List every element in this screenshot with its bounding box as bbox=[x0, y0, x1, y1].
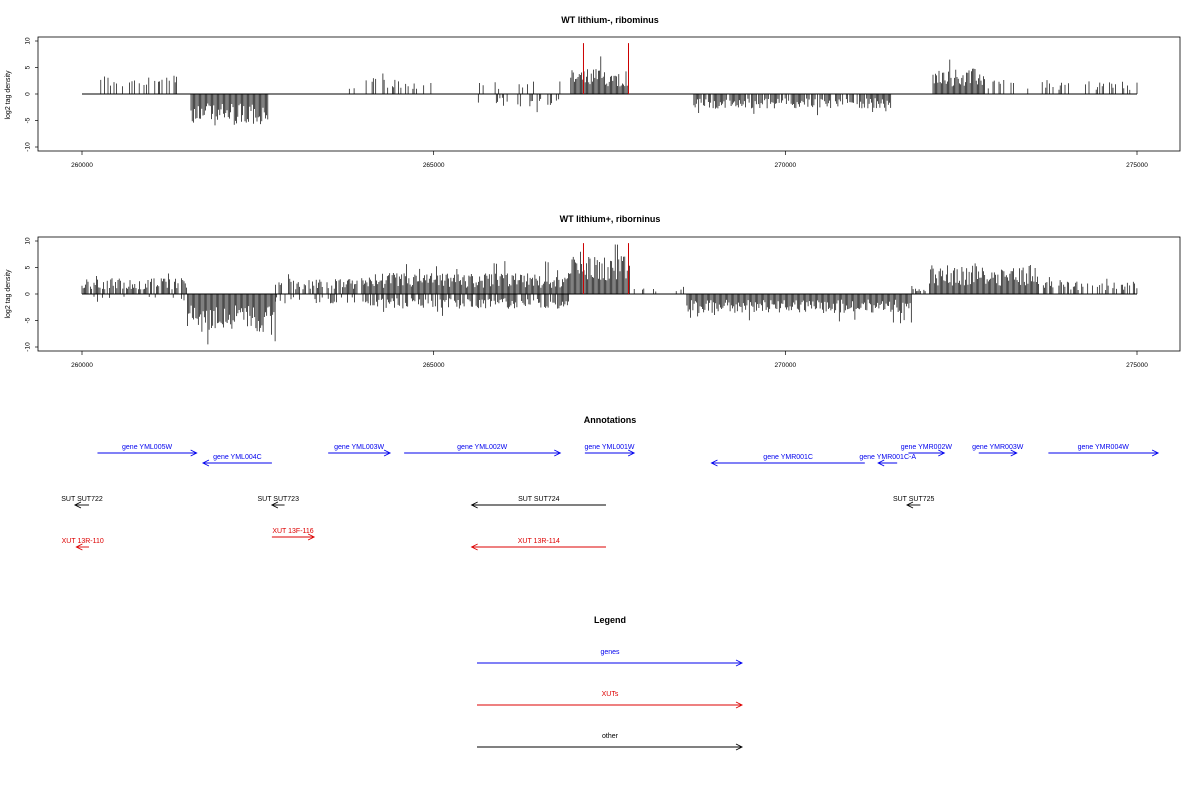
x-tick-label: 260000 bbox=[71, 162, 93, 169]
x-tick-label: 275000 bbox=[1126, 362, 1148, 369]
feature-label: SUT SUT725 bbox=[893, 496, 935, 503]
feature-gene-ymr004w: gene YMR004W bbox=[1048, 444, 1160, 457]
legend-arrowhead bbox=[735, 659, 744, 667]
y-tick-label: 10 bbox=[25, 37, 32, 45]
feature-label: gene YMR002W bbox=[901, 444, 953, 451]
feature-label: gene YML002W bbox=[457, 444, 507, 451]
y-tick-label: 0 bbox=[25, 92, 32, 96]
feature-gene-yml003w: gene YML003W bbox=[328, 444, 392, 457]
feature-arrowhead bbox=[201, 459, 210, 467]
track-lithium-plus: WT lithium+, riborninus log2 tag density… bbox=[5, 214, 1181, 369]
feature-label: gene YML001W bbox=[584, 444, 634, 451]
feature-sut-sut724: SUT SUT724 bbox=[470, 496, 606, 509]
x-tick-label: 270000 bbox=[774, 162, 796, 169]
feature-sut-sut723: SUT SUT723 bbox=[257, 496, 299, 509]
x-tick-label: 275000 bbox=[1126, 162, 1148, 169]
feature-arrowhead bbox=[554, 449, 562, 457]
feature-xut-13f-116: XUT 13F-116 bbox=[271, 528, 316, 541]
feature-xut-13r-114: XUT 13R-114 bbox=[470, 538, 606, 551]
feature-arrowhead bbox=[190, 449, 198, 457]
feature-label: gene YML005W bbox=[122, 444, 172, 451]
track-2-signal bbox=[81, 243, 1138, 345]
y-tick-label: 0 bbox=[25, 292, 32, 296]
track-2-ylabel: log2 tag density bbox=[5, 269, 12, 319]
feature-xut-13r-110: XUT 13R-110 bbox=[62, 538, 104, 551]
legend-arrowhead bbox=[735, 743, 744, 751]
y-tick-label: -10 bbox=[25, 142, 32, 152]
feature-list: gene YML005W gene YML004C gene YML003W gene… bbox=[61, 444, 1160, 551]
legend-items: genes XUTs other bbox=[477, 649, 744, 751]
feature-gene-yml001w: gene YML001W bbox=[584, 444, 636, 457]
feature-label: XUT 13R-110 bbox=[62, 538, 104, 545]
track-1-signal bbox=[82, 43, 1138, 126]
legend-title: Legend bbox=[594, 615, 626, 625]
legend-item-other: other bbox=[477, 733, 744, 751]
y-tick-label: -10 bbox=[25, 342, 32, 352]
feature-label: gene YML003W bbox=[334, 444, 384, 451]
feature-arrowhead bbox=[877, 459, 885, 467]
x-tick-label: 265000 bbox=[423, 162, 445, 169]
feature-label: XUT 13F-116 bbox=[272, 528, 313, 535]
annotations-title: Annotations bbox=[584, 415, 637, 425]
legend-label: genes bbox=[600, 649, 620, 656]
x-tick-label: 270000 bbox=[774, 362, 796, 369]
legend-label: other bbox=[602, 733, 619, 740]
y-tick-label: 5 bbox=[25, 265, 32, 269]
legend-panel: Legend genes XUTs other bbox=[477, 615, 744, 751]
legend-item-xuts: XUTs bbox=[477, 691, 744, 709]
feature-label: gene YMR004W bbox=[1078, 444, 1130, 451]
track-1-title: WT lithium-, ribominus bbox=[561, 15, 659, 25]
legend-item-genes: genes bbox=[477, 649, 744, 667]
feature-arrowhead bbox=[73, 501, 82, 509]
feature-gene-ymr001c: gene YMR001C bbox=[710, 454, 865, 467]
feature-gene-ymr003w: gene YMR003W bbox=[972, 444, 1024, 457]
y-tick-label: -5 bbox=[25, 117, 32, 123]
feature-gene-yml004c: gene YML004C bbox=[201, 454, 272, 467]
feature-label: XUT 13R-114 bbox=[518, 538, 560, 545]
track-2-x-axis: 260000 265000 270000 275000 bbox=[71, 351, 1148, 369]
y-tick-label: -5 bbox=[25, 317, 32, 323]
x-tick-label: 265000 bbox=[423, 362, 445, 369]
feature-sut-sut722: SUT SUT722 bbox=[61, 496, 103, 509]
legend-arrowhead bbox=[735, 701, 744, 709]
feature-gene-ymr001c-a: gene YMR001C-A bbox=[859, 454, 916, 467]
feature-gene-yml002w: gene YML002W bbox=[404, 444, 562, 457]
feature-sut-sut725: SUT SUT725 bbox=[893, 496, 935, 509]
feature-arrowhead bbox=[710, 459, 718, 467]
feature-arrowhead bbox=[470, 501, 478, 509]
y-tick-label: 10 bbox=[25, 237, 32, 245]
feature-label: SUT SUT724 bbox=[518, 496, 560, 503]
x-tick-label: 260000 bbox=[71, 362, 93, 369]
feature-label: gene YMR001C bbox=[763, 454, 813, 461]
feature-gene-ymr002w: gene YMR002W bbox=[901, 444, 953, 457]
track-2-title: WT lithium+, riborninus bbox=[560, 214, 661, 224]
track-2-y-axis: 10 5 0 -5 -10 bbox=[25, 237, 38, 352]
feature-arrowhead bbox=[307, 533, 316, 541]
feature-arrowhead bbox=[1010, 449, 1018, 457]
feature-arrowhead bbox=[1151, 449, 1160, 457]
feature-arrowhead bbox=[383, 449, 392, 457]
feature-label: gene YMR003W bbox=[972, 444, 1024, 451]
feature-label: SUT SUT722 bbox=[61, 496, 103, 503]
feature-arrowhead bbox=[906, 501, 914, 509]
feature-label: gene YMR001C-A bbox=[859, 454, 916, 461]
feature-gene-yml005w: gene YML005W bbox=[97, 444, 198, 457]
feature-arrowhead bbox=[270, 501, 279, 509]
feature-arrowhead bbox=[75, 543, 83, 551]
track-1-y-axis: 10 5 0 -5 -10 bbox=[25, 37, 38, 152]
track-lithium-minus: WT lithium-, ribominus log2 tag density … bbox=[5, 15, 1181, 169]
feature-label: SUT SUT723 bbox=[257, 496, 299, 503]
feature-arrowhead bbox=[627, 449, 636, 457]
feature-arrowhead bbox=[938, 449, 946, 457]
track-1-x-axis: 260000 265000 270000 275000 bbox=[71, 151, 1148, 169]
feature-arrowhead bbox=[470, 543, 478, 551]
legend-label: XUTs bbox=[602, 691, 619, 698]
y-tick-label: 5 bbox=[25, 65, 32, 69]
feature-label: gene YML004C bbox=[213, 454, 262, 461]
track-1-ylabel: log2 tag density bbox=[5, 70, 12, 120]
